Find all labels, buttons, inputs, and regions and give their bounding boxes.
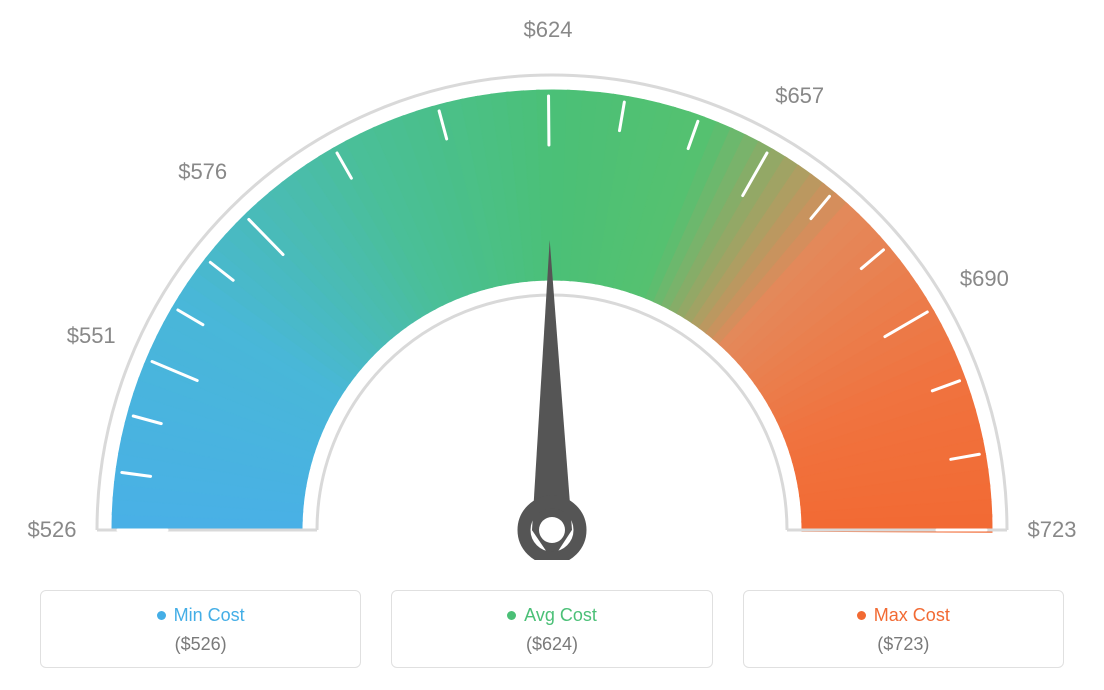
- gauge-tick-label: $551: [67, 323, 116, 349]
- gauge-tick-label: $723: [1028, 517, 1077, 543]
- gauge-chart: $526 $551 $576 $624 $657 $690 $723: [0, 0, 1104, 560]
- dot-max-icon: [857, 611, 866, 620]
- legend-value-max: ($723): [754, 634, 1053, 655]
- legend-top-max: Max Cost: [754, 605, 1053, 626]
- legend-top-avg: Avg Cost: [402, 605, 701, 626]
- gauge-tick-label: $690: [960, 266, 1009, 292]
- legend-value-avg: ($624): [402, 634, 701, 655]
- gauge-tick-label: $624: [524, 17, 573, 43]
- dot-avg-icon: [507, 611, 516, 620]
- gauge-tick-label: $526: [28, 517, 77, 543]
- gauge-tick-label: $657: [775, 83, 824, 109]
- dot-min-icon: [157, 611, 166, 620]
- legend-card-max: Max Cost ($723): [743, 590, 1064, 668]
- gauge-tick-label: $576: [178, 159, 227, 185]
- legend-top-min: Min Cost: [51, 605, 350, 626]
- legend-card-avg: Avg Cost ($624): [391, 590, 712, 668]
- legend-value-min: ($526): [51, 634, 350, 655]
- legend-label-avg: Avg Cost: [524, 605, 597, 626]
- legend-label-max: Max Cost: [874, 605, 950, 626]
- gauge-svg: [0, 0, 1104, 560]
- legend-card-min: Min Cost ($526): [40, 590, 361, 668]
- legend-row: Min Cost ($526) Avg Cost ($624) Max Cost…: [40, 590, 1064, 668]
- legend-label-min: Min Cost: [174, 605, 245, 626]
